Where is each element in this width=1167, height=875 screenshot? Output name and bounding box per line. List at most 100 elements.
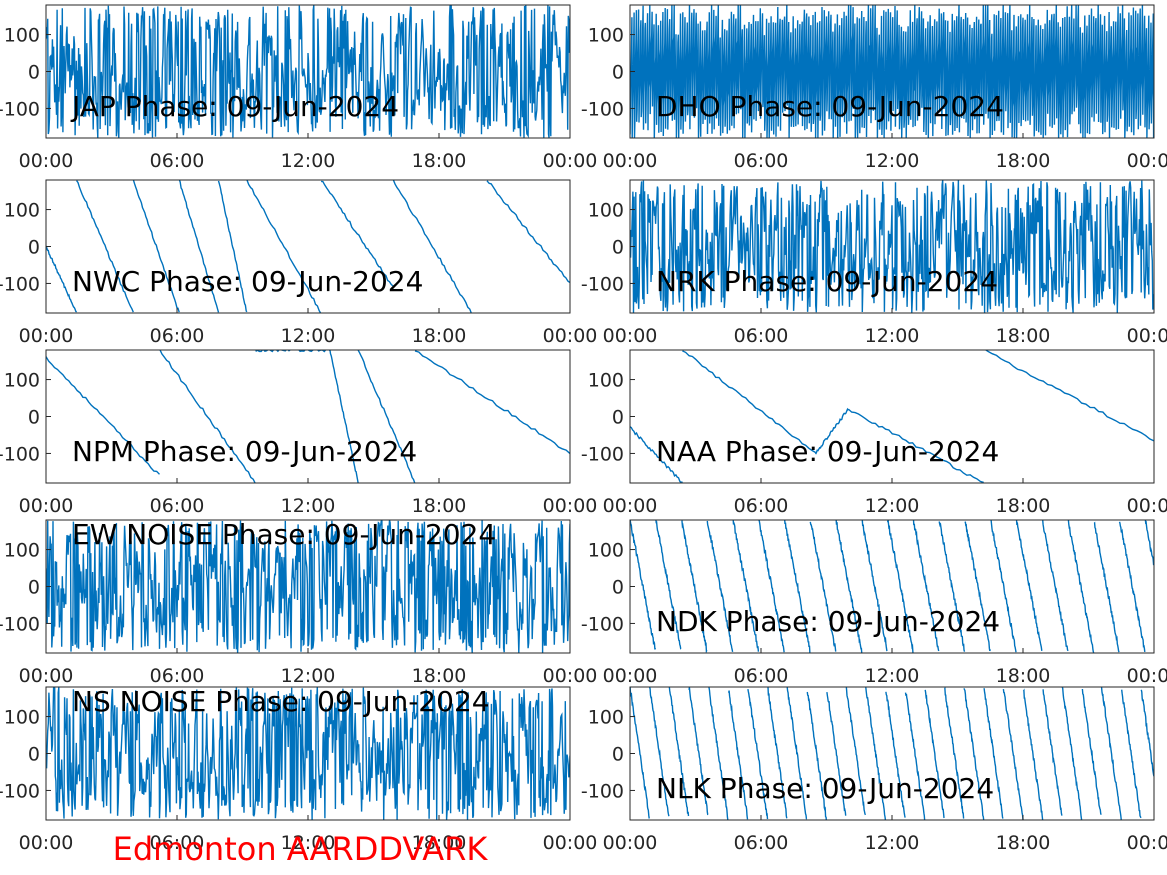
x-tick-label: 18:00 xyxy=(412,495,467,517)
x-tick-label: 18:00 xyxy=(412,325,467,347)
y-tick-label: 100 xyxy=(588,370,624,392)
chart-title: JAP Phase: 09-Jun-2024 xyxy=(70,90,399,123)
chart-title: DHO Phase: 09-Jun-2024 xyxy=(656,90,1004,123)
y-tick-label: 0 xyxy=(612,744,624,766)
chart-panel: 100 0 -100 00:00 06:00 12:00 18:00 00:00 DHO Pha… xyxy=(581,4,1167,172)
series-group xyxy=(46,5,570,138)
x-tick-label: 00:00 xyxy=(543,495,598,517)
series-line xyxy=(630,687,1154,820)
chart-panel: 100 0 -100 00:00 06:00 12:00 18:00 00:00 NS NOIS… xyxy=(0,685,597,854)
series-line xyxy=(630,350,1154,483)
x-tick-label: 00:00 xyxy=(543,832,598,854)
chart-panel: 100 0 -100 00:00 06:00 12:00 18:00 00:00 NWC Pha… xyxy=(0,179,597,347)
x-tick-label: 18:00 xyxy=(996,832,1051,854)
y-tick-label: 100 xyxy=(4,540,40,562)
chart-panel: 100 0 -100 00:00 06:00 12:00 18:00 00:00 NDK Pha… xyxy=(581,519,1167,687)
x-tick-label: 00:00 xyxy=(603,495,658,517)
series-group xyxy=(630,520,1154,653)
x-tick-label: 00:00 xyxy=(19,665,74,687)
series-line xyxy=(46,180,570,313)
chart-panel: 100 0 -100 00:00 06:00 12:00 18:00 00:00 JAP Pha… xyxy=(0,4,598,172)
y-tick-label: 0 xyxy=(28,62,40,84)
x-tick-label: 06:00 xyxy=(150,325,205,347)
series-line xyxy=(630,180,1154,313)
chart-title: NWC Phase: 09-Jun-2024 xyxy=(72,265,423,298)
chart-title: NAA Phase: 09-Jun-2024 xyxy=(656,435,999,468)
chart-title: NPM Phase: 09-Jun-2024 xyxy=(72,435,417,468)
series-group xyxy=(46,520,570,653)
series-line xyxy=(46,687,570,820)
y-tick-label: 0 xyxy=(612,237,624,259)
x-tick-label: 00:00 xyxy=(603,150,658,172)
y-tick-label: 100 xyxy=(588,200,624,222)
x-tick-label: 12:00 xyxy=(281,832,336,854)
y-tick-label: -100 xyxy=(0,443,40,465)
y-tick-label: 0 xyxy=(612,407,624,429)
x-tick-label: 00:00 xyxy=(19,150,74,172)
y-tick-label: 100 xyxy=(588,707,624,729)
series-group xyxy=(46,687,570,820)
x-tick-label: 00:00 xyxy=(543,665,598,687)
x-tick-label: 06:00 xyxy=(734,665,789,687)
x-tick-label: 12:00 xyxy=(865,665,920,687)
y-tick-label: -100 xyxy=(0,273,40,295)
y-tick-label: 0 xyxy=(28,744,40,766)
x-tick-label: 18:00 xyxy=(412,832,467,854)
y-tick-label: -100 xyxy=(581,273,624,295)
series-group xyxy=(46,350,570,483)
y-tick-label: 0 xyxy=(612,62,624,84)
x-tick-label: 06:00 xyxy=(150,150,205,172)
chart-panel: 100 0 -100 00:00 06:00 12:00 18:00 00:00 NLK Pha… xyxy=(581,686,1167,854)
series-group xyxy=(46,180,570,313)
x-tick-label: 06:00 xyxy=(150,495,205,517)
series-group xyxy=(630,687,1154,820)
y-tick-label: 100 xyxy=(588,25,624,47)
y-tick-label: -100 xyxy=(581,98,624,120)
x-tick-label: 00:00 xyxy=(1127,150,1167,172)
y-tick-label: 100 xyxy=(4,707,40,729)
series-group xyxy=(630,5,1154,138)
x-tick-label: 06:00 xyxy=(150,832,205,854)
x-tick-label: 00:00 xyxy=(19,495,74,517)
y-tick-label: 0 xyxy=(28,237,40,259)
chart-panel: 100 0 -100 00:00 06:00 12:00 18:00 00:00 NPM Pha… xyxy=(0,349,597,517)
figure-footer-title: Edmonton AARDDVARK xyxy=(113,830,489,868)
x-tick-label: 00:00 xyxy=(603,832,658,854)
chart-panel: 100 0 -100 00:00 06:00 12:00 18:00 00:00 NRK Pha… xyxy=(581,179,1167,347)
y-tick-label: -100 xyxy=(0,98,40,120)
y-tick-label: 100 xyxy=(588,540,624,562)
y-tick-label: -100 xyxy=(0,613,40,635)
y-tick-label: 0 xyxy=(28,577,40,599)
panels-group: 100 0 -100 00:00 06:00 12:00 18:00 00:00 JAP Pha… xyxy=(0,4,1167,854)
chart-title: EW NOISE Phase: 09-Jun-2024 xyxy=(72,518,496,551)
x-tick-label: 00:00 xyxy=(603,325,658,347)
x-tick-label: 06:00 xyxy=(734,150,789,172)
x-tick-label: 06:00 xyxy=(150,665,205,687)
series-line xyxy=(46,5,570,138)
series-line xyxy=(630,5,1154,138)
x-tick-label: 12:00 xyxy=(865,150,920,172)
y-tick-label: -100 xyxy=(581,613,624,635)
x-tick-label: 12:00 xyxy=(281,150,336,172)
x-tick-label: 00:00 xyxy=(603,665,658,687)
y-tick-label: -100 xyxy=(581,443,624,465)
x-tick-label: 00:00 xyxy=(543,325,598,347)
y-tick-label: -100 xyxy=(581,780,624,802)
x-tick-label: 00:00 xyxy=(1127,665,1167,687)
x-tick-label: 00:00 xyxy=(1127,832,1167,854)
x-tick-label: 00:00 xyxy=(543,150,598,172)
y-tick-label: 0 xyxy=(612,577,624,599)
x-tick-label: 12:00 xyxy=(281,495,336,517)
x-tick-label: 12:00 xyxy=(281,665,336,687)
chart-title: NLK Phase: 09-Jun-2024 xyxy=(656,772,994,805)
x-tick-label: 18:00 xyxy=(996,665,1051,687)
x-tick-label: 06:00 xyxy=(734,832,789,854)
chart-panel: 100 0 -100 00:00 06:00 12:00 18:00 00:00 EW NOIS… xyxy=(0,518,597,687)
x-tick-label: 06:00 xyxy=(734,495,789,517)
y-tick-label: 100 xyxy=(4,200,40,222)
x-tick-label: 00:00 xyxy=(19,325,74,347)
series-group xyxy=(630,350,1154,483)
series-line xyxy=(46,520,570,653)
x-tick-label: 18:00 xyxy=(996,325,1051,347)
y-tick-label: 100 xyxy=(4,370,40,392)
